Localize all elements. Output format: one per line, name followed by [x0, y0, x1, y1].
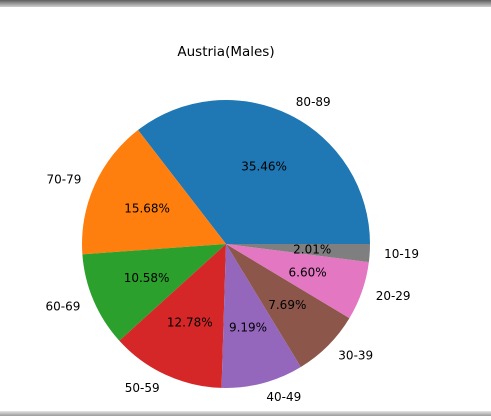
- category-label-60-69: 60-69: [46, 299, 81, 313]
- chart-title: Austria(Males): [177, 44, 274, 60]
- percent-label-50-59: 12.78%: [167, 315, 213, 329]
- category-label-70-79: 70-79: [47, 172, 82, 186]
- percent-label-40-49: 9.19%: [229, 321, 267, 335]
- category-label-30-39: 30-39: [338, 349, 373, 363]
- percent-label-20-29: 6.60%: [289, 265, 327, 279]
- category-label-40-49: 40-49: [266, 390, 301, 404]
- percent-label-10-19: 2.01%: [293, 243, 331, 257]
- category-label-10-19: 10-19: [384, 247, 419, 261]
- category-label-80-89: 80-89: [296, 95, 331, 109]
- percent-label-60-69: 10.58%: [124, 271, 170, 285]
- percent-label-80-89: 35.46%: [241, 160, 287, 174]
- percent-label-30-39: 7.69%: [268, 298, 306, 312]
- percent-label-70-79: 15.68%: [124, 202, 170, 216]
- category-label-50-59: 50-59: [125, 381, 160, 395]
- window-bottom-edge: [0, 411, 491, 416]
- category-label-20-29: 20-29: [376, 289, 411, 303]
